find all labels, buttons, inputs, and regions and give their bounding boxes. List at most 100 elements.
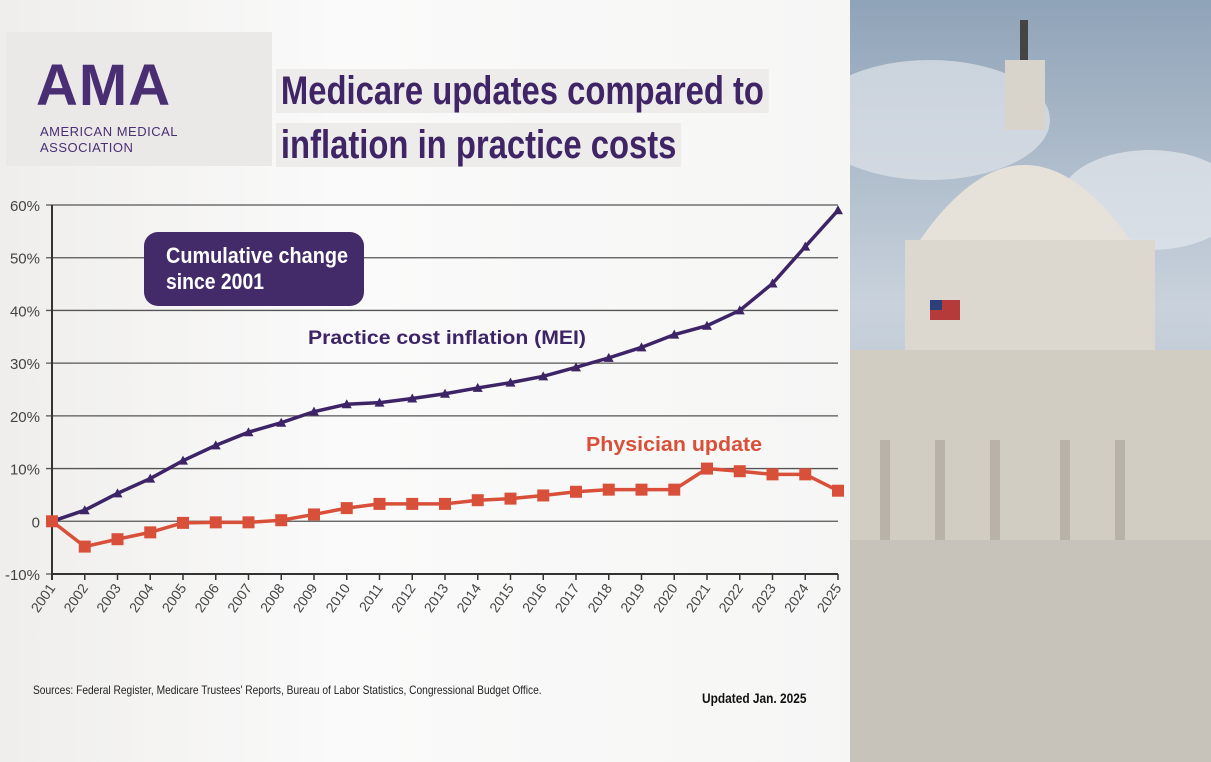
page-title: Medicare updates compared to inflation i… bbox=[276, 64, 834, 172]
x-tick-label: 2008 bbox=[257, 580, 288, 615]
mei-point bbox=[538, 371, 549, 381]
x-tick-label: 2010 bbox=[322, 580, 353, 615]
mei-point bbox=[112, 488, 123, 498]
mei-point bbox=[145, 473, 156, 483]
mei-point bbox=[243, 427, 254, 437]
y-tick-label: 10% bbox=[10, 462, 40, 479]
ama-logo bbox=[6, 32, 272, 166]
x-tick-label: 2019 bbox=[617, 580, 648, 615]
mei-point bbox=[440, 388, 450, 398]
x-tick-label: 2002 bbox=[60, 580, 91, 615]
mei-point bbox=[407, 393, 418, 403]
x-tick-label: 2001 bbox=[27, 580, 58, 615]
physician-update-point bbox=[570, 485, 582, 498]
x-tick-label: 2006 bbox=[191, 580, 222, 615]
physician-update-point bbox=[799, 468, 812, 481]
physician-update-point bbox=[471, 494, 484, 507]
capitol-photo bbox=[850, 0, 1211, 762]
physician-update-point bbox=[242, 516, 255, 529]
physician-update-point bbox=[602, 483, 615, 496]
title-line-2: inflation in practice costs bbox=[276, 123, 682, 167]
y-tick-label: 20% bbox=[10, 409, 40, 426]
mei-point bbox=[669, 329, 680, 339]
x-tick-label: 2003 bbox=[93, 580, 124, 615]
annotation-line-2: since 2001 bbox=[166, 269, 264, 294]
mei-point bbox=[571, 362, 581, 372]
mei-point bbox=[767, 278, 778, 288]
x-tick-label: 2013 bbox=[420, 580, 451, 615]
title-line-1: Medicare updates compared to bbox=[276, 69, 769, 113]
updated-note: Updated Jan. 2025 bbox=[702, 690, 807, 706]
y-tick-label: 40% bbox=[10, 303, 40, 320]
mei-point bbox=[472, 382, 483, 392]
mei-point bbox=[341, 399, 352, 409]
x-tick-label: 2009 bbox=[289, 580, 320, 615]
mei-point bbox=[210, 440, 221, 450]
physician-update-point bbox=[209, 516, 222, 529]
physician-update-point bbox=[537, 489, 550, 502]
physician-update-point bbox=[504, 492, 517, 505]
mei-point bbox=[833, 205, 843, 215]
x-tick-label: 2014 bbox=[453, 580, 484, 615]
mei-point bbox=[800, 241, 811, 251]
physician-update-point bbox=[701, 462, 713, 475]
mei-point bbox=[702, 320, 712, 330]
physician-update-point bbox=[635, 483, 648, 496]
y-tick-label: -10% bbox=[5, 567, 40, 584]
physician-update-point bbox=[373, 497, 386, 510]
mei-point bbox=[276, 417, 287, 427]
logo-sub-1: AMERICAN MEDICAL bbox=[40, 124, 179, 139]
line-chart: -10%010%20%30%40%50%60%2001 2002 2003 2004 2… bbox=[5, 198, 845, 615]
physician-update-point bbox=[275, 514, 288, 527]
y-tick-label: 50% bbox=[10, 251, 40, 268]
x-tick-label: 2023 bbox=[748, 580, 779, 615]
physician-update-point bbox=[668, 483, 681, 496]
annotation-box bbox=[144, 232, 364, 306]
mei-point bbox=[178, 455, 188, 465]
physician-update-point bbox=[111, 533, 124, 546]
capitol-building-illustration bbox=[850, 20, 1211, 762]
mei-point bbox=[79, 505, 90, 515]
x-tick-label: 2016 bbox=[519, 580, 550, 615]
mei-point bbox=[505, 377, 516, 387]
physician-update-point bbox=[439, 497, 451, 510]
x-tick-label: 2021 bbox=[682, 580, 713, 615]
physician-update-point bbox=[308, 508, 320, 521]
x-tick-label: 2025 bbox=[813, 580, 844, 615]
y-tick-label: 0 bbox=[32, 514, 40, 531]
sources-note: Sources: Federal Register, Medicare Trus… bbox=[33, 683, 542, 697]
physician-update-point bbox=[78, 540, 91, 553]
physician-update-point bbox=[177, 516, 189, 529]
series-label-mei: Practice cost inflation (MEI) bbox=[308, 328, 586, 349]
physician-update-point bbox=[733, 465, 746, 478]
annotation-line-1: Cumulative change bbox=[166, 243, 348, 268]
logo-sub-2: ASSOCIATION bbox=[40, 140, 134, 155]
ama-logo-subtitle: AMERICAN MEDICAL ASSOCIATION bbox=[40, 124, 178, 156]
physician-update-point bbox=[46, 515, 58, 528]
y-tick-label: 30% bbox=[10, 356, 40, 373]
physician-update-point bbox=[406, 497, 419, 510]
x-tick-label: 2017 bbox=[551, 580, 582, 615]
physician-update-point bbox=[832, 484, 844, 497]
x-tick-label: 2011 bbox=[356, 580, 386, 614]
y-tick-label: 60% bbox=[10, 198, 40, 215]
x-tick-label: 2022 bbox=[715, 580, 746, 615]
x-tick-label: 2024 bbox=[781, 580, 812, 615]
x-tick-label: 2004 bbox=[126, 580, 157, 615]
mei-point bbox=[734, 305, 745, 315]
ama-logo-text: AMA bbox=[36, 53, 172, 118]
physician-update-point bbox=[144, 526, 157, 539]
x-tick-label: 2012 bbox=[388, 580, 419, 615]
physician-update-point bbox=[340, 502, 353, 515]
x-tick-label: 2020 bbox=[650, 580, 681, 615]
x-tick-label: 2007 bbox=[224, 580, 255, 615]
mei-point bbox=[636, 342, 647, 352]
physician-update-point bbox=[766, 468, 779, 481]
mei-point bbox=[374, 397, 385, 407]
series-label-physician-update: Physician update bbox=[586, 434, 762, 456]
x-tick-label: 2018 bbox=[584, 580, 615, 615]
x-tick-label: 2005 bbox=[158, 580, 189, 615]
mei-point bbox=[603, 352, 614, 362]
x-tick-label: 2015 bbox=[486, 580, 517, 615]
mei-point bbox=[309, 406, 319, 416]
